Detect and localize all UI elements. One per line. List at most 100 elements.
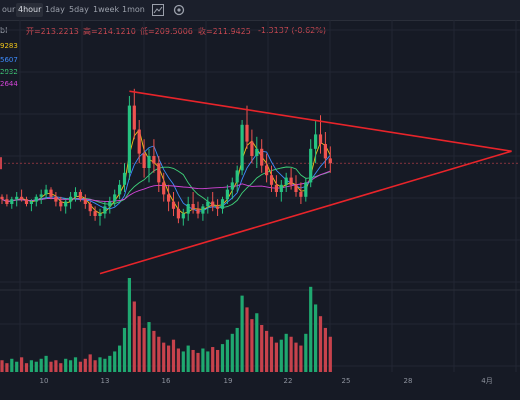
ma4-value: 2644	[0, 80, 18, 88]
candle-body	[250, 141, 254, 156]
candle-body	[10, 199, 14, 204]
interval-toolbar: our 4hour 1day 5day 1week 1mon	[0, 0, 520, 21]
interval-1week[interactable]: 1week	[93, 5, 120, 14]
interval-hour[interactable]: our	[2, 5, 16, 14]
volume-bar	[225, 339, 229, 372]
candle-body	[176, 208, 180, 219]
x-tick-label: 10	[40, 377, 49, 385]
candle-body	[314, 134, 318, 149]
volume-bar	[323, 327, 327, 372]
volume-bar	[196, 352, 200, 372]
volume-bar	[181, 351, 185, 372]
volume-bar	[73, 357, 78, 372]
volume-bar	[269, 336, 274, 372]
candle-body	[216, 206, 220, 209]
volume-bar	[250, 319, 254, 372]
open-value: 开=213.2213	[26, 27, 79, 36]
interval-1day[interactable]: 1day	[45, 5, 65, 14]
interval-4hour[interactable]: 4hour	[16, 3, 44, 17]
candle-body	[137, 129, 141, 154]
candle-body	[0, 196, 4, 200]
trendline-2	[99, 150, 512, 275]
volume-bar	[127, 278, 131, 372]
candle-body	[299, 192, 303, 197]
volume-bar	[328, 336, 332, 372]
candle-body	[69, 196, 73, 202]
volume-bar	[235, 327, 239, 372]
candle-body	[235, 170, 239, 183]
candle-body	[206, 201, 210, 207]
candle-body	[269, 175, 274, 185]
volume-bar	[186, 345, 190, 372]
candle-body	[191, 204, 195, 209]
candle-body	[142, 153, 146, 168]
ma2-value: 5607	[0, 56, 18, 64]
volume-bar	[98, 357, 102, 372]
volume-bar	[176, 348, 180, 372]
volume-bar	[29, 360, 33, 372]
candle-body	[73, 192, 78, 197]
candle-body	[44, 189, 48, 195]
volume-bar	[279, 339, 283, 372]
volume-bar	[93, 360, 97, 372]
candle-body	[98, 213, 102, 216]
x-tick-label: 19	[224, 377, 233, 385]
candle-body	[230, 182, 234, 190]
volume-bar	[167, 345, 171, 372]
settings-icon[interactable]	[172, 3, 186, 17]
chart-type-icon[interactable]	[151, 3, 165, 17]
candle-body	[167, 194, 171, 202]
volume-bar	[284, 333, 288, 372]
candle-body	[108, 201, 112, 207]
volume-bar	[59, 363, 63, 372]
candle-body	[225, 189, 229, 200]
candle-body	[93, 211, 97, 216]
candle-body	[323, 144, 327, 159]
volume-bar	[24, 363, 29, 372]
candle-body	[171, 201, 176, 209]
candle-body	[64, 201, 68, 207]
interval-5day[interactable]: 5day	[69, 5, 89, 14]
volume-bar	[44, 355, 48, 372]
candle-body	[294, 184, 298, 192]
volume-bar	[147, 322, 151, 372]
volume-bar	[64, 358, 68, 372]
trendline-1	[129, 90, 512, 152]
candle-body	[201, 206, 205, 214]
x-tick-label: 4月	[481, 377, 492, 385]
volume-bar	[122, 327, 127, 372]
volume-bar	[255, 313, 259, 372]
volume-bar	[171, 339, 176, 372]
interval-1mon[interactable]: 1mon	[122, 5, 145, 14]
candle-body	[181, 213, 185, 219]
volume-bar	[69, 360, 73, 372]
volume-bar	[39, 358, 43, 372]
volume-bar	[20, 357, 24, 372]
candle-body	[54, 196, 58, 202]
volume-bar	[49, 361, 53, 372]
volume-bar	[274, 342, 278, 372]
candle-body	[260, 148, 264, 166]
volume-bar	[206, 351, 210, 372]
volume-bar	[78, 361, 82, 372]
volume-bar	[260, 325, 264, 372]
volume-bar	[318, 316, 323, 372]
price-chart[interactable]: 10 13 16 19 22 25 28 4月	[0, 20, 520, 400]
candle-body	[24, 199, 29, 204]
volume-bar	[10, 358, 14, 372]
candle-body	[152, 156, 156, 164]
volume-bar	[245, 307, 249, 372]
volume-bar	[230, 333, 234, 372]
candle-body	[88, 204, 92, 212]
candle-body	[127, 105, 131, 173]
candle-body	[289, 177, 293, 185]
volume-bar	[265, 330, 269, 372]
candle-body	[78, 192, 82, 200]
volume-bar	[103, 358, 107, 372]
volume-bar	[34, 361, 38, 372]
candle-body	[122, 172, 127, 185]
candle-body	[284, 177, 288, 185]
x-tick-label: 13	[101, 377, 110, 385]
x-tick-label: 16	[162, 377, 171, 385]
candle-body	[220, 199, 225, 209]
